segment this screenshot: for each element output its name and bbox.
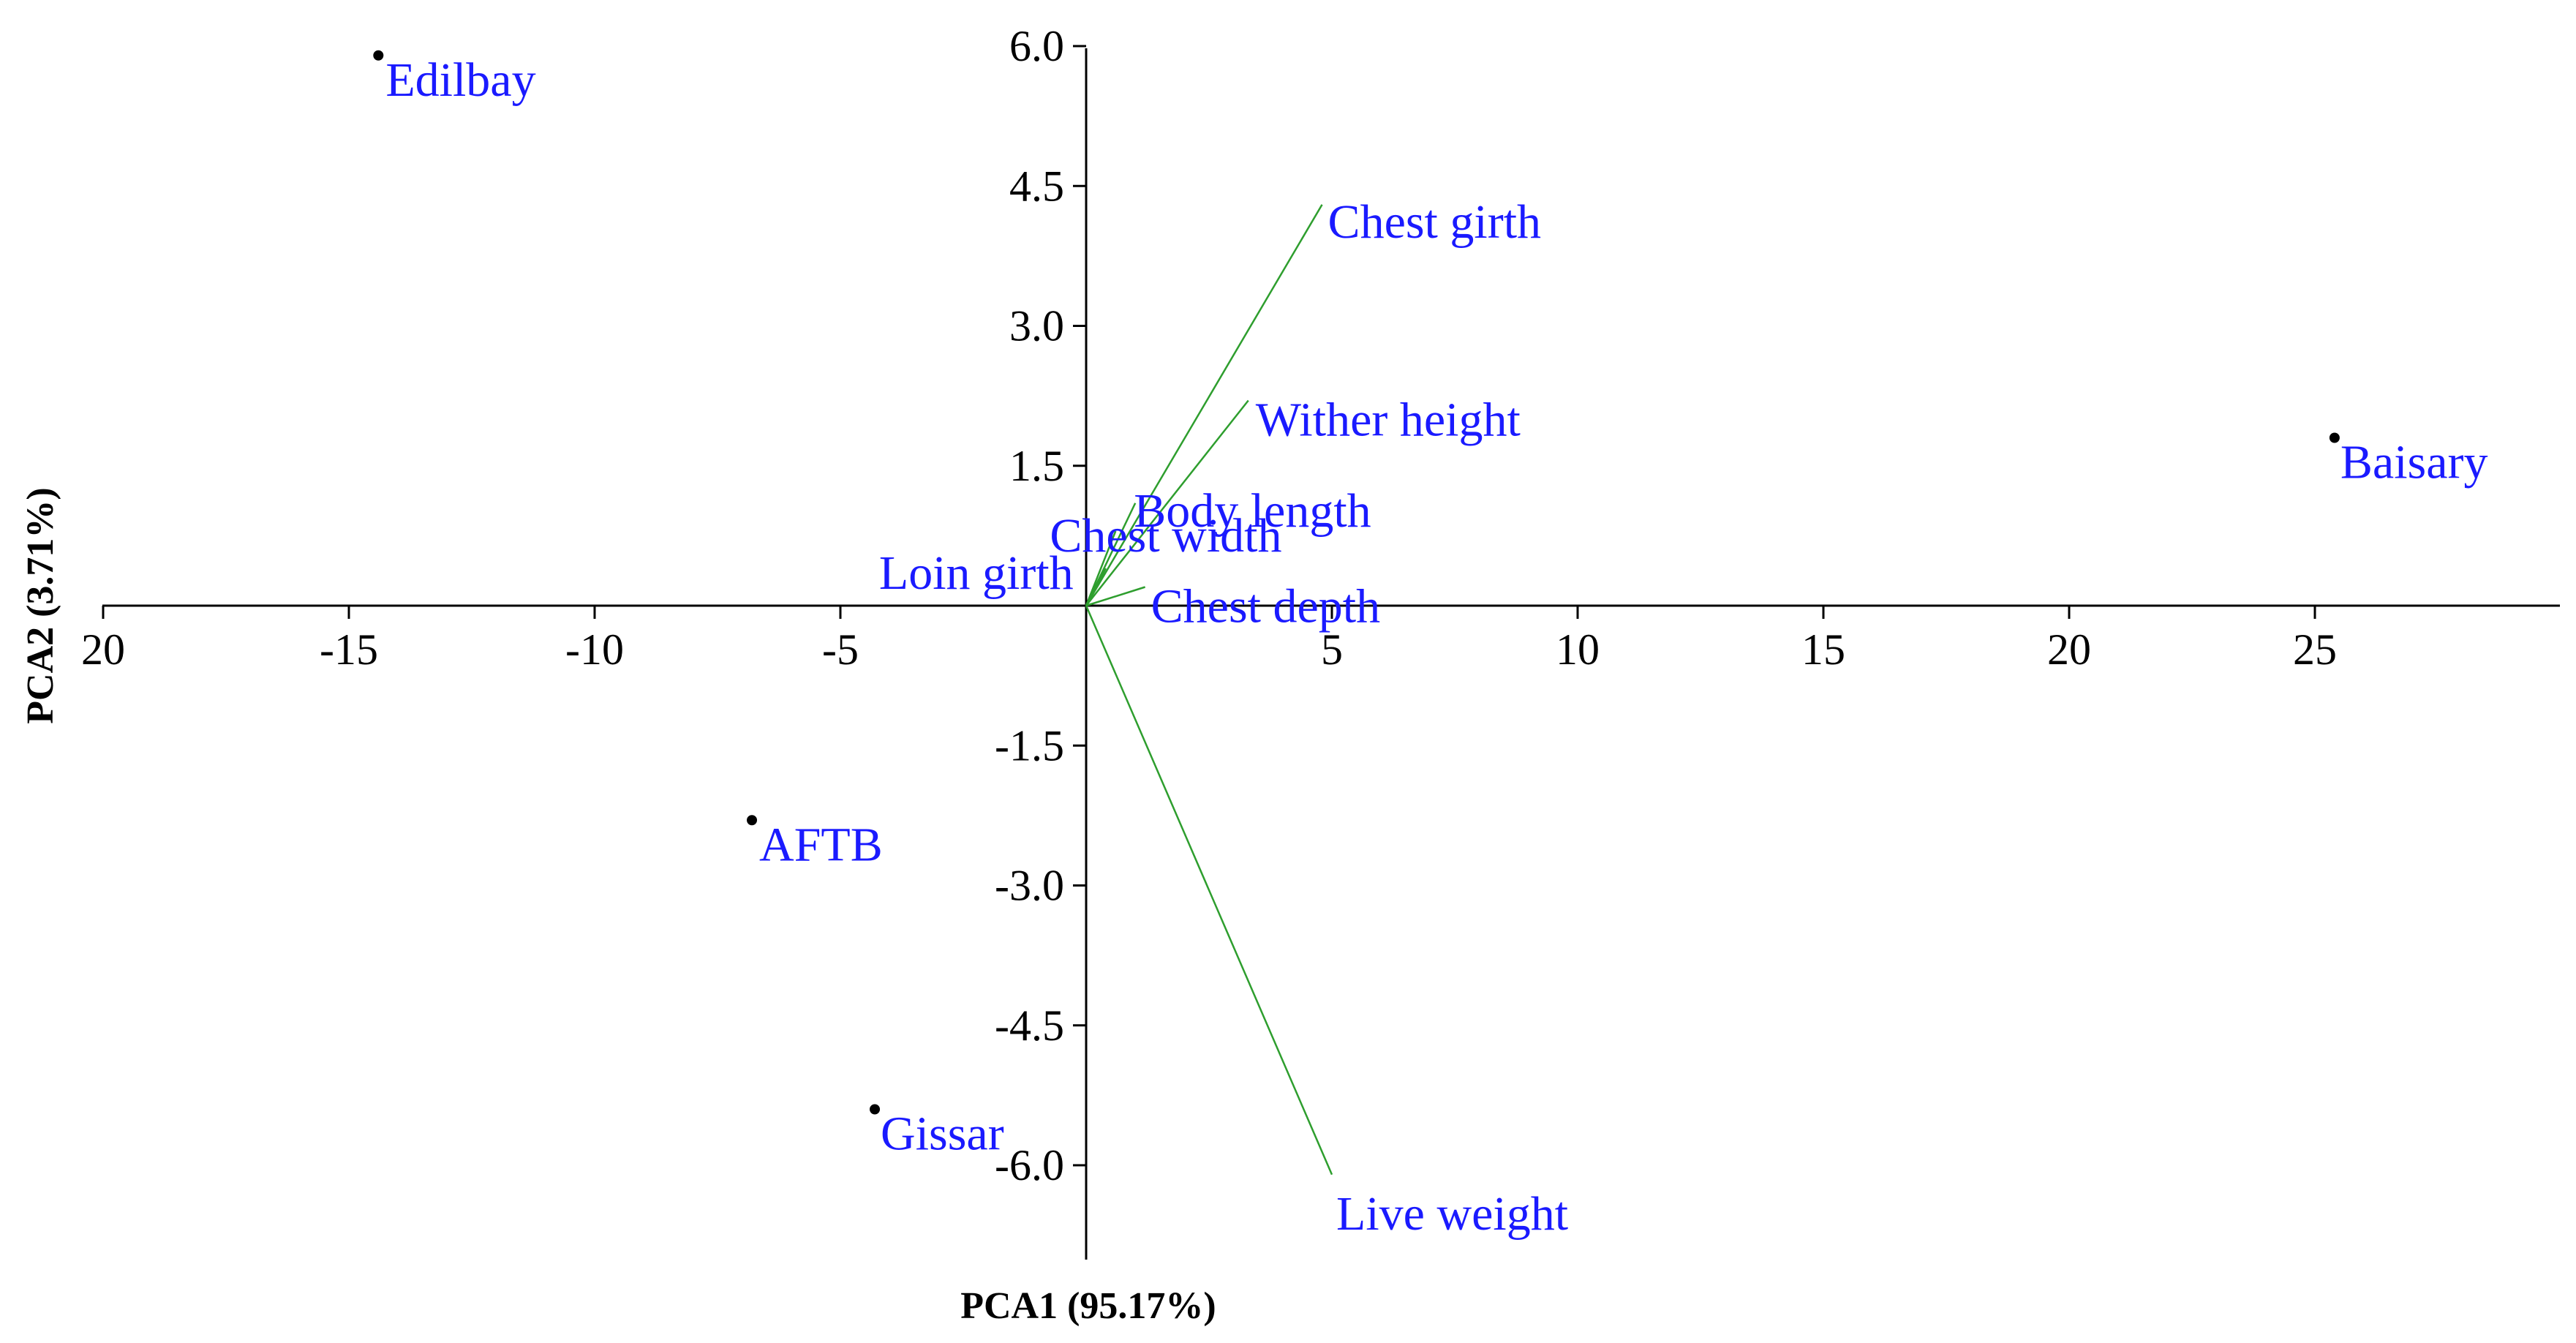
point-label-edilbay: Edilbay — [385, 53, 535, 107]
y-tick-label: 1.5 — [1009, 442, 1064, 490]
x-tick-label: 10 — [1556, 625, 1600, 674]
y-tick-label: 3.0 — [1009, 302, 1064, 350]
x-tick-label: 20 — [2047, 625, 2091, 674]
loading-vector-loin-girth — [1085, 568, 1107, 606]
loading-vector-chest-width — [1085, 530, 1117, 606]
y-tick-label: -4.5 — [995, 1001, 1064, 1050]
y-tick-label: -1.5 — [995, 721, 1064, 770]
loading-label-chest-depth: Chest depth — [1151, 580, 1380, 633]
x-tick-label: 5 — [1321, 625, 1343, 674]
x-tick-label: -10 — [565, 625, 624, 674]
point-label-gissar: Gissar — [881, 1107, 1004, 1161]
y-tick-label: 6.0 — [1009, 22, 1064, 70]
x-tick-label: 15 — [1801, 625, 1845, 674]
loading-vector-live-weight — [1085, 605, 1333, 1175]
y-tick-label: 4.5 — [1009, 162, 1064, 210]
loading-label-chest-width: Chest width — [1050, 509, 1281, 563]
y-tick-label: -3.0 — [995, 862, 1064, 910]
y-axis-title: PCA2 (3.71%) — [20, 487, 61, 724]
loading-label-body-length: Body length — [1134, 484, 1371, 538]
point-aftb — [747, 815, 758, 826]
point-baisary — [2329, 432, 2340, 443]
loading-label-chest-girth: Chest girth — [1328, 195, 1542, 249]
point-edilbay — [373, 50, 384, 61]
point-label-baisary: Baisary — [2340, 436, 2488, 489]
y-tick-label: -6.0 — [995, 1141, 1064, 1189]
x-tick-label: 20 — [81, 625, 125, 674]
chart-labels: PCA1 (95.17%) PCA2 (3.71%) Chest girth With… — [20, 53, 2488, 1327]
loading-vector-wither-height — [1085, 399, 1249, 606]
axes: 20 -15 -10 -5 5 10 15 20 25 6.0 4.5 3.0 1.5 -1.5 -3.0 -… — [81, 22, 2560, 1260]
x-tick-label: -15 — [320, 625, 378, 674]
point-gissar — [870, 1104, 881, 1115]
loading-vector-chest-depth — [1085, 586, 1146, 607]
observation-points — [373, 50, 2340, 1115]
point-label-aftb: AFTB — [759, 818, 883, 871]
loading-label-wither-height: Wither height — [1256, 394, 1521, 447]
loading-label-live-weight: Live weight — [1336, 1187, 1568, 1241]
x-tick-label: 25 — [2293, 625, 2337, 674]
x-tick-label: -5 — [822, 625, 859, 674]
loading-label-loin-girth: Loin girth — [879, 546, 1074, 600]
loading-vector-chest-girth — [1085, 204, 1323, 606]
x-axis-title: PCA1 (95.17%) — [960, 1285, 1216, 1327]
loading-vectors — [1085, 204, 1333, 1175]
